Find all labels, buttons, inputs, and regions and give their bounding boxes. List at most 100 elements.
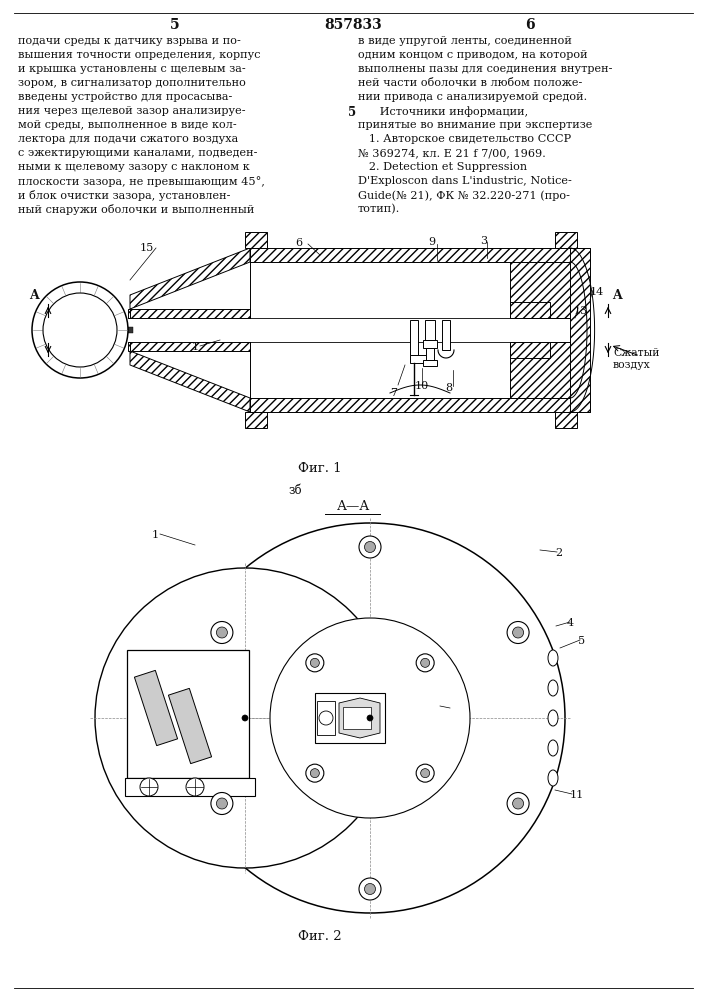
Circle shape [365, 884, 375, 894]
Bar [555, 232, 577, 248]
Circle shape [421, 769, 430, 778]
Bar [127, 650, 249, 778]
Polygon shape [130, 248, 250, 309]
Text: одним концом с приводом, на которой: одним концом с приводом, на которой [358, 50, 588, 60]
Bar [250, 398, 590, 412]
Bar [128, 342, 130, 351]
Circle shape [186, 778, 204, 796]
Text: 13: 13 [574, 306, 588, 316]
Circle shape [306, 764, 324, 782]
Circle shape [211, 621, 233, 644]
Circle shape [421, 658, 430, 667]
Text: подачи среды к датчику взрыва и по-: подачи среды к датчику взрыва и по- [18, 36, 241, 46]
Text: Источники информации,: Источники информации, [358, 106, 528, 117]
Circle shape [306, 654, 324, 672]
Circle shape [359, 536, 381, 558]
Text: Guide(№ 21), ФК № 32.220-271 (про-: Guide(№ 21), ФК № 32.220-271 (про- [358, 190, 570, 201]
Text: 6: 6 [295, 238, 302, 248]
Circle shape [140, 778, 158, 796]
Bar [410, 355, 432, 363]
Polygon shape [130, 351, 250, 412]
Circle shape [367, 715, 373, 721]
Bar [510, 342, 550, 358]
Bar [130, 342, 250, 351]
Bar [343, 707, 371, 729]
Bar [125, 778, 255, 796]
Text: 8: 8 [445, 383, 452, 393]
Circle shape [507, 621, 529, 644]
Text: принятые во внимание при экспертизе: принятые во внимание при экспертизе [358, 120, 592, 130]
Text: 12: 12 [448, 705, 462, 715]
Text: вышения точности определения, корпус: вышения точности определения, корпус [18, 50, 260, 60]
Text: № 369274, кл. Е 21 f 7/00, 1969.: № 369274, кл. Е 21 f 7/00, 1969. [358, 148, 546, 158]
Text: Фиг. 2: Фиг. 2 [298, 930, 341, 943]
Text: плоскости зазора, не превышающим 45°,: плоскости зазора, не превышающим 45°, [18, 176, 265, 187]
Text: лектора для подачи сжатого воздуха: лектора для подачи сжатого воздуха [18, 134, 238, 144]
Text: 6: 6 [525, 18, 534, 32]
Bar [510, 262, 570, 318]
Text: нии привода с анализируемой средой.: нии привода с анализируемой средой. [358, 92, 587, 102]
Bar [250, 248, 590, 262]
Text: зб: зб [288, 484, 302, 497]
Circle shape [242, 715, 248, 721]
Bar [426, 348, 434, 360]
Circle shape [216, 798, 228, 809]
Bar [423, 360, 437, 366]
Text: A: A [29, 289, 39, 302]
Circle shape [95, 568, 395, 868]
Bar [555, 412, 577, 428]
Circle shape [319, 711, 333, 725]
Circle shape [310, 769, 320, 778]
Bar [570, 248, 590, 412]
Circle shape [211, 792, 233, 814]
Bar [423, 340, 437, 348]
Circle shape [359, 878, 381, 900]
Text: 5: 5 [170, 18, 180, 32]
Circle shape [270, 618, 470, 818]
Bar [128, 309, 130, 318]
Bar [245, 412, 267, 428]
Ellipse shape [548, 680, 558, 696]
Text: Фиг. 1: Фиг. 1 [298, 462, 341, 475]
Bar [317, 701, 335, 735]
Bar [130, 309, 250, 318]
Text: выполнены пазы для соединения внутрен-: выполнены пазы для соединения внутрен- [358, 64, 612, 74]
Bar [128, 318, 130, 342]
Text: и крышка установлены с щелевым за-: и крышка установлены с щелевым за- [18, 64, 245, 74]
Circle shape [507, 792, 529, 814]
Circle shape [416, 654, 434, 672]
Bar [315, 693, 385, 743]
Text: мой среды, выполненное в виде кол-: мой среды, выполненное в виде кол- [18, 120, 237, 130]
Circle shape [32, 282, 128, 378]
Bar [510, 302, 550, 318]
Text: тотип).: тотип). [358, 204, 400, 214]
Text: 2. Detection et Suppression: 2. Detection et Suppression [358, 162, 527, 172]
Text: A: A [612, 289, 621, 302]
Text: 1: 1 [152, 530, 159, 540]
Polygon shape [339, 698, 380, 738]
Ellipse shape [548, 770, 558, 786]
Text: D'Exploscon dans L'industric, Notice-: D'Exploscon dans L'industric, Notice- [358, 176, 572, 186]
Text: 11: 11 [570, 790, 584, 800]
Ellipse shape [548, 710, 558, 726]
Circle shape [513, 627, 524, 638]
Polygon shape [168, 688, 211, 764]
Text: 1. Авторское свидетельство СССР: 1. Авторское свидетельство СССР [358, 134, 571, 144]
Circle shape [216, 627, 228, 638]
Bar [510, 342, 570, 398]
Text: ния через щелевой зазор анализируе-: ния через щелевой зазор анализируе- [18, 106, 245, 116]
Bar [125, 327, 133, 333]
Text: Сжатый
воздух: Сжатый воздух [613, 348, 660, 370]
Text: в виде упругой ленты, соединенной: в виде упругой ленты, соединенной [358, 36, 572, 46]
Polygon shape [134, 670, 177, 746]
Text: 3: 3 [480, 236, 487, 246]
Text: 9: 9 [428, 237, 435, 247]
Text: А—А: А—А [337, 500, 370, 513]
Text: 4: 4 [567, 618, 574, 628]
Text: 14: 14 [590, 287, 604, 297]
Text: 1: 1 [192, 342, 199, 352]
Text: ными к щелевому зазору с наклоном к: ными к щелевому зазору с наклоном к [18, 162, 250, 172]
Text: 2: 2 [555, 548, 562, 558]
Text: с эжектирующими каналами, подведен-: с эжектирующими каналами, подведен- [18, 148, 257, 158]
Ellipse shape [548, 650, 558, 666]
